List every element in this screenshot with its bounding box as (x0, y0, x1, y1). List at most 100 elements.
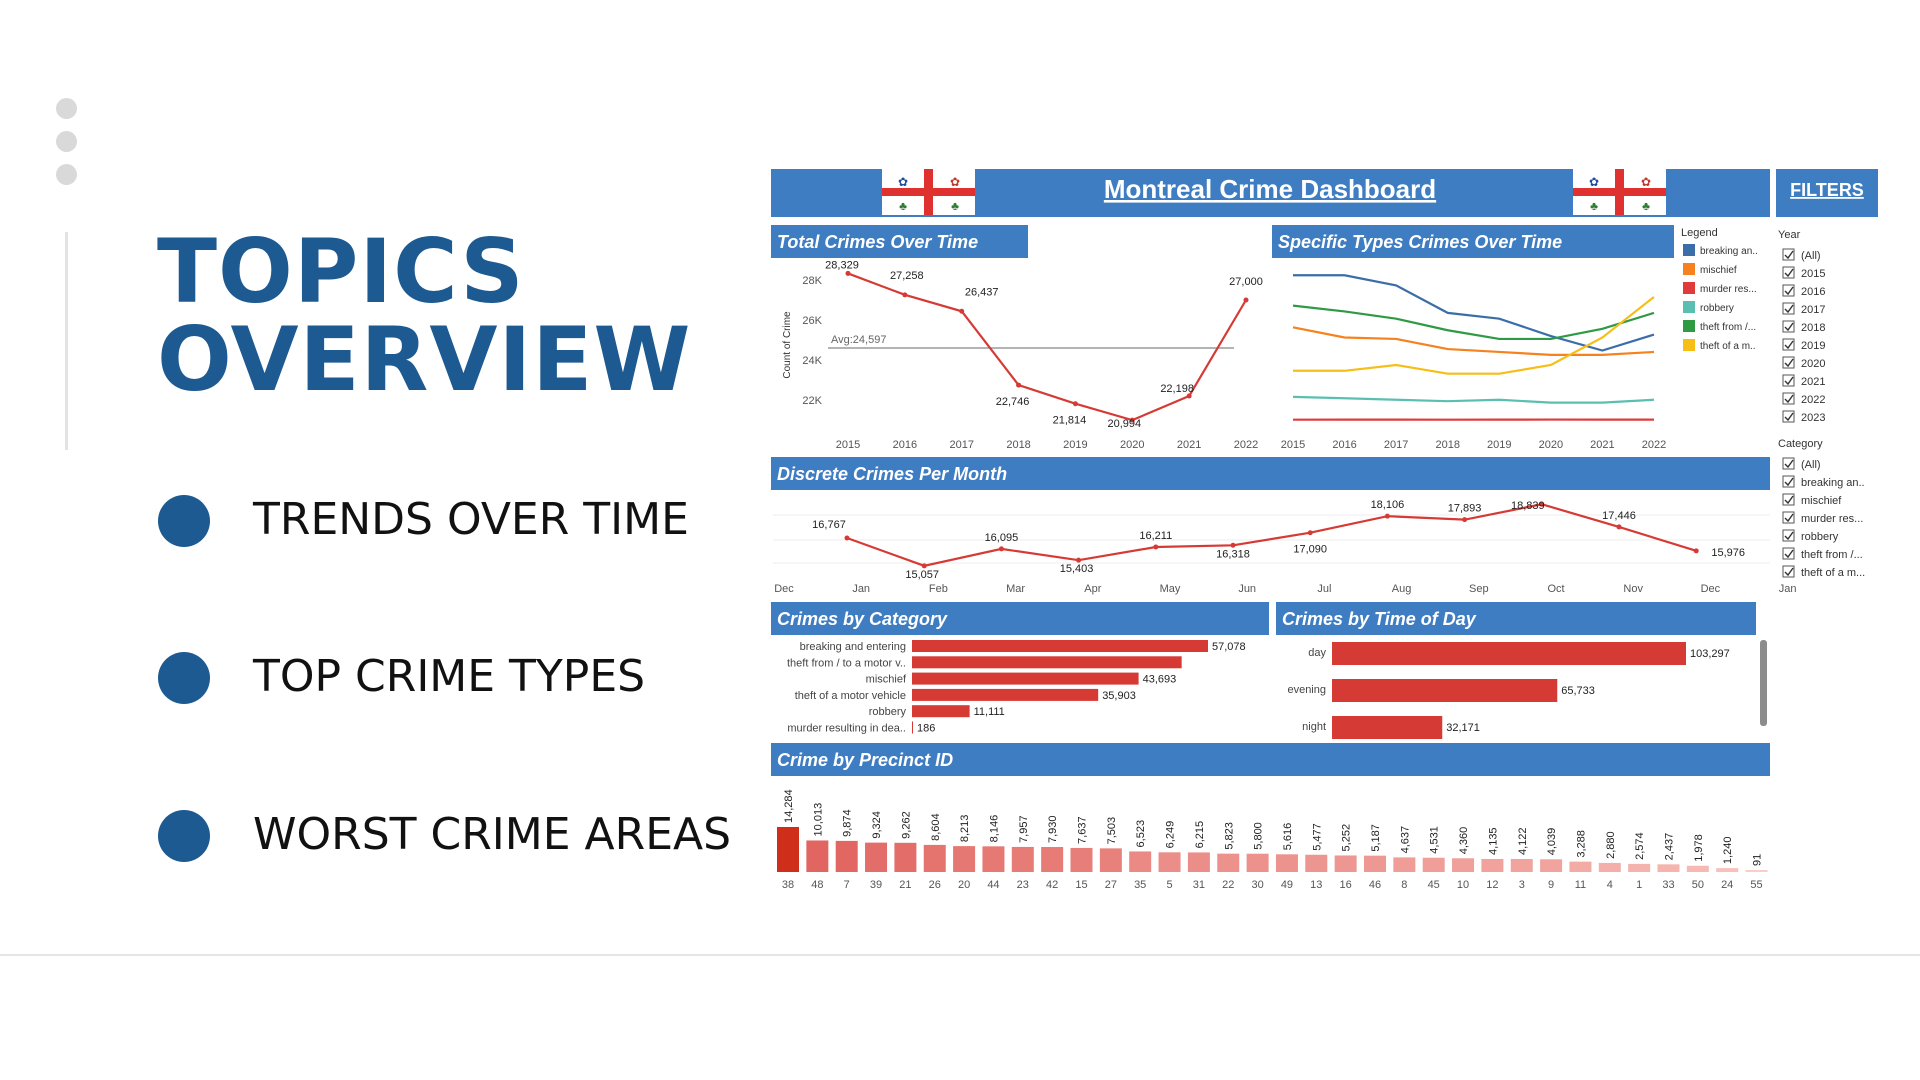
bullet-text: WORST CRIME AREAS (253, 809, 732, 860)
year-filter-checkbox[interactable] (1782, 356, 1795, 369)
section-title: Crime by Precinct ID (777, 750, 953, 770)
data-label: 26,437 (965, 286, 999, 298)
category-filter-label[interactable]: (All) (1801, 459, 1821, 471)
bar-category-label: mischief (866, 674, 907, 686)
x-tick-label: 2021 (1590, 439, 1614, 451)
x-tick-label: 15 (1075, 879, 1087, 891)
category-filter-checkbox[interactable] (1782, 493, 1795, 506)
x-tick-label: May (1160, 583, 1181, 595)
check-icon (1784, 322, 1794, 332)
bar-category-label: breaking and entering (800, 641, 906, 653)
x-tick-label: 31 (1193, 879, 1205, 891)
x-tick-label: 16 (1340, 879, 1352, 891)
bar-category-label: murder resulting in dea.. (787, 723, 906, 735)
bar (1481, 858, 1504, 872)
year-filter-checkbox[interactable] (1782, 338, 1795, 351)
x-tick-label: Feb (929, 583, 948, 595)
year-filter-checkbox[interactable] (1782, 392, 1795, 405)
data-label: 28,329 (825, 259, 859, 271)
bar (1246, 853, 1269, 872)
check-icon (1784, 412, 1794, 422)
year-filter-title: Year (1778, 229, 1801, 241)
x-tick-label: 10 (1457, 879, 1469, 891)
category-filter-checkbox[interactable] (1782, 511, 1795, 524)
scrollbar-thumb[interactable] (1760, 640, 1767, 726)
bar (1332, 679, 1558, 702)
year-filter-label[interactable]: 2020 (1801, 358, 1825, 370)
bar-value-label: 65,733 (1561, 685, 1595, 697)
x-tick-label: 48 (811, 879, 823, 891)
section-header (771, 457, 1770, 490)
bar (912, 705, 970, 718)
x-tick-label: 2018 (1006, 439, 1030, 451)
category-filter-label[interactable]: breaking an.. (1801, 477, 1865, 489)
x-tick-label: 38 (782, 879, 794, 891)
year-filter-label[interactable]: 2017 (1801, 304, 1825, 316)
category-filter-label[interactable]: mischief (1801, 495, 1842, 507)
category-filter-checkbox[interactable] (1782, 475, 1795, 488)
check-icon (1784, 495, 1794, 505)
check-icon (1784, 358, 1794, 368)
data-point (998, 546, 1004, 552)
section-title: Total Crimes Over Time (777, 232, 978, 252)
bar (1393, 857, 1416, 872)
category-filter-checkbox[interactable] (1782, 529, 1795, 542)
year-filter-label[interactable]: 2016 (1801, 286, 1825, 298)
decor-divider (65, 232, 68, 450)
bar-value-label: 5,477 (1311, 823, 1323, 851)
check-icon (1784, 268, 1794, 278)
decor-dot (56, 131, 77, 152)
data-label: 22,198 (1160, 383, 1194, 395)
year-filter-label[interactable]: 2015 (1801, 268, 1825, 280)
data-point (1539, 501, 1545, 507)
year-filter-checkbox[interactable] (1782, 284, 1795, 297)
year-filter-checkbox[interactable] (1782, 248, 1795, 261)
bar-value-label: 7,503 (1106, 817, 1118, 845)
data-point (1076, 557, 1082, 563)
bar-category-label: theft of a motor vehicle (795, 690, 906, 702)
year-filter-checkbox[interactable] (1782, 266, 1795, 279)
legend-label: murder res... (1700, 284, 1757, 295)
bar-value-label: 3,288 (1575, 830, 1587, 858)
bar-value-label: 8,146 (988, 815, 1000, 843)
bar (1011, 846, 1034, 872)
data-label: 17,446 (1602, 510, 1636, 522)
bar-value-label: 43,693 (1143, 674, 1177, 686)
category-filter-checkbox[interactable] (1782, 565, 1795, 578)
legend-title: Legend (1681, 227, 1718, 239)
legend-swatch (1683, 263, 1695, 275)
category-filter-label[interactable]: robbery (1801, 531, 1839, 543)
category-filter-label[interactable]: theft from /... (1801, 549, 1863, 561)
year-filter-label[interactable]: 2021 (1801, 376, 1825, 388)
x-tick-label: 2016 (893, 439, 917, 451)
bar-value-label: 2,437 (1664, 833, 1676, 861)
filters-label[interactable]: FILTERS (1790, 180, 1864, 200)
year-filter-checkbox[interactable] (1782, 410, 1795, 423)
bar-value-label: 4,135 (1487, 827, 1499, 855)
x-tick-label: 1 (1636, 879, 1642, 891)
year-filter-label[interactable]: 2022 (1801, 394, 1825, 406)
bar (1099, 848, 1122, 872)
year-filter-label[interactable]: 2019 (1801, 340, 1825, 352)
line-series (1292, 304, 1655, 341)
x-tick-label: 4 (1607, 879, 1613, 891)
category-filter-checkbox[interactable] (1782, 457, 1795, 470)
year-filter-checkbox[interactable] (1782, 374, 1795, 387)
year-filter-checkbox[interactable] (1782, 320, 1795, 333)
year-filter-label[interactable]: 2018 (1801, 322, 1825, 334)
year-filter-label[interactable]: (All) (1801, 250, 1821, 262)
section-title: Crimes by Time of Day (1282, 609, 1477, 629)
bar-value-label: 91 (1752, 854, 1764, 866)
category-filter-checkbox[interactable] (1782, 547, 1795, 560)
x-tick-label: 42 (1046, 879, 1058, 891)
year-filter-checkbox[interactable] (1782, 302, 1795, 315)
bar-value-label: 5,800 (1253, 822, 1265, 850)
category-filter-label[interactable]: theft of a m... (1801, 567, 1865, 579)
bar-value-label: 57,078 (1212, 641, 1246, 653)
category-filter-label[interactable]: murder res... (1801, 513, 1863, 525)
bar-value-label: 103,297 (1690, 648, 1730, 660)
year-filter-label[interactable]: 2023 (1801, 412, 1825, 424)
filters-header (1776, 169, 1878, 217)
bar-value-label: 35,903 (1102, 690, 1136, 702)
data-label: 15,403 (1060, 563, 1094, 575)
